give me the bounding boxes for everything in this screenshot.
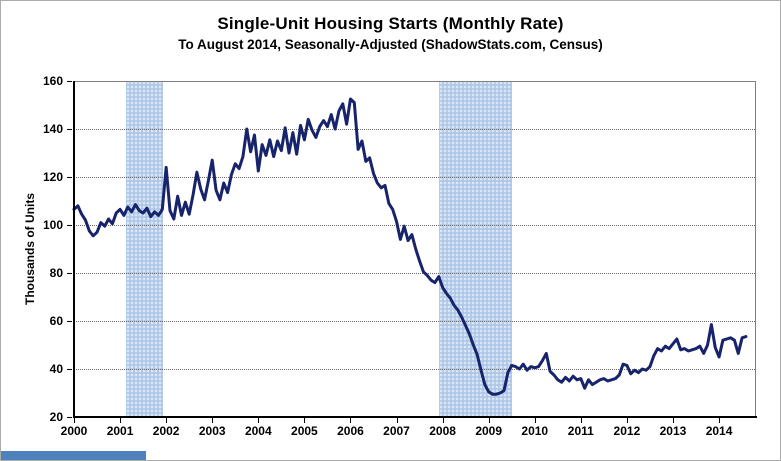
x-axis-tick — [534, 418, 536, 423]
x-tick-label: 2008 — [429, 424, 456, 438]
y-tick-label: 80 — [49, 266, 63, 280]
x-tick-label: 2007 — [383, 424, 410, 438]
x-axis-tick — [258, 418, 260, 423]
gridline — [74, 177, 755, 178]
gridline — [74, 225, 755, 226]
x-axis-tick — [74, 418, 75, 423]
gridline — [74, 369, 755, 370]
y-tick-label: 160 — [42, 74, 63, 88]
x-tick-label: 2012 — [613, 424, 641, 438]
x-tick-label: 2010 — [521, 424, 549, 438]
x-axis-tick — [626, 418, 628, 423]
y-tick-label: 100 — [42, 218, 63, 232]
x-axis-tick — [304, 418, 306, 423]
chart-title: Single-Unit Housing Starts (Monthly Rate… — [217, 14, 564, 33]
y-axis-tick — [67, 177, 72, 178]
x-tick-label: 2005 — [291, 424, 318, 438]
y-axis-tick — [67, 81, 72, 82]
x-axis-tick — [580, 418, 582, 423]
x-axis-tick — [719, 418, 721, 423]
y-tick-label: 140 — [42, 122, 63, 136]
gridline — [74, 273, 755, 274]
y-tick-label: 120 — [42, 170, 63, 184]
series-svg — [72, 97, 748, 396]
x-axis-tick — [120, 418, 122, 423]
chart-subtitle: To August 2014, Seasonally-Adjusted (Sha… — [178, 37, 603, 52]
x-axis-tick — [442, 418, 444, 423]
x-axis-tick — [166, 418, 168, 423]
plot-area — [72, 81, 755, 417]
y-tick-label: 60 — [49, 314, 63, 328]
x-axis-tick — [350, 418, 352, 423]
x-tick-label: 2009 — [475, 424, 503, 438]
x-axis-tick — [672, 418, 674, 423]
bottom-left-blue-fragment — [1, 451, 146, 460]
gridline — [74, 321, 755, 322]
x-tick-label: 2002 — [152, 424, 180, 438]
x-tick-label: 2013 — [659, 424, 687, 438]
y-axis-tick — [67, 321, 72, 322]
x-tick-label: 2001 — [106, 424, 134, 438]
data-series-line — [72, 97, 748, 396]
x-axis-tick — [396, 418, 398, 423]
x-axis-tick — [212, 418, 214, 423]
x-tick-label: 2004 — [244, 424, 272, 438]
plot-border-right — [755, 81, 756, 417]
y-axis-tick — [67, 369, 72, 370]
x-axis-line — [73, 416, 757, 418]
x-axis-tick — [488, 418, 490, 423]
x-tick-label: 2011 — [567, 424, 594, 438]
y-tick-label: 20 — [49, 410, 63, 424]
recession-band — [438, 81, 512, 417]
gridline — [74, 129, 755, 130]
y-tick-label: 40 — [49, 362, 63, 376]
y-axis-line — [73, 81, 75, 418]
plot-border-top — [74, 81, 756, 82]
y-axis-tick — [67, 129, 72, 130]
x-tick-label: 2014 — [705, 424, 733, 438]
y-axis-tick — [67, 417, 72, 418]
x-tick-label: 2003 — [198, 424, 226, 438]
recession-band — [126, 81, 163, 417]
y-axis-tick — [67, 225, 72, 226]
x-tick-label: 2006 — [337, 424, 364, 438]
x-tick-label: 2000 — [60, 424, 88, 438]
y-axis-tick — [67, 273, 72, 274]
